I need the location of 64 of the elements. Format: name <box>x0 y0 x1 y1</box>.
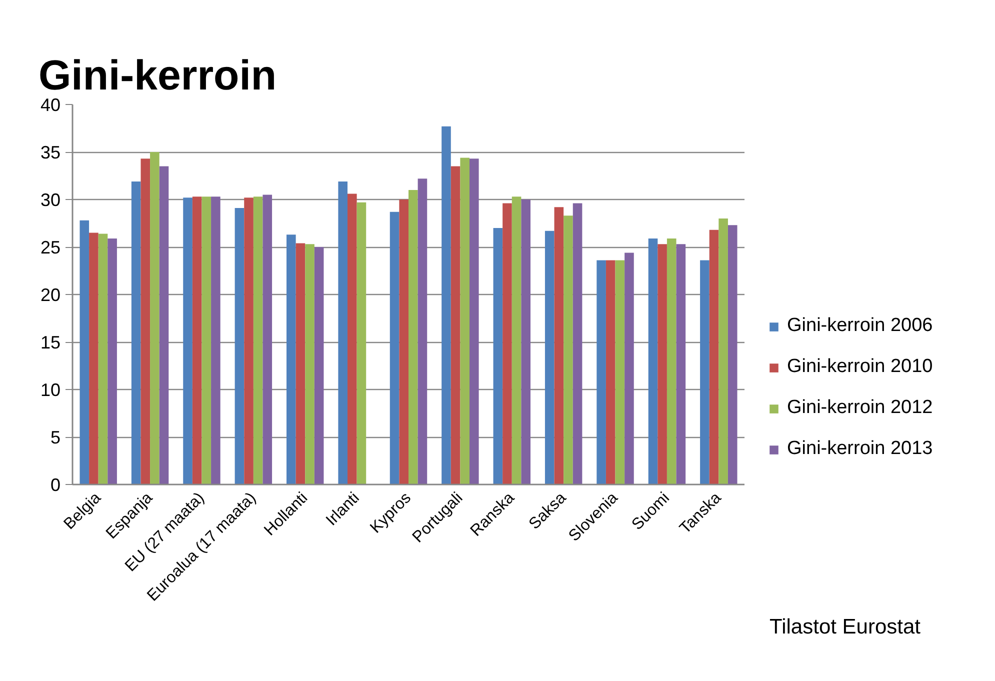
bar <box>502 203 512 484</box>
bar <box>244 198 254 484</box>
bar <box>596 260 606 484</box>
bar <box>131 181 141 484</box>
bar <box>408 190 418 484</box>
bar <box>709 230 719 484</box>
bar <box>348 194 357 484</box>
y-tick-label: 5 <box>50 428 61 448</box>
bar <box>418 178 428 484</box>
bar <box>624 252 634 484</box>
y-tick-label: 20 <box>40 285 61 305</box>
bar <box>648 238 658 484</box>
bar <box>554 207 564 484</box>
bar <box>572 203 582 484</box>
y-tick-label: 0 <box>50 475 61 495</box>
bar <box>493 228 503 484</box>
bar <box>80 220 90 484</box>
y-tick-label: 30 <box>40 190 61 210</box>
legend-label: Gini-kerroin 2012 <box>787 397 933 419</box>
bar <box>150 152 160 484</box>
bar <box>615 260 625 484</box>
bar <box>390 212 400 484</box>
bar <box>460 158 470 484</box>
bar <box>564 216 573 484</box>
bar <box>253 196 263 484</box>
y-tick-label: 10 <box>40 380 61 400</box>
bar <box>700 260 710 484</box>
bar <box>658 244 667 484</box>
bar <box>512 196 522 484</box>
bar <box>211 196 220 484</box>
bar <box>305 244 314 484</box>
bar <box>356 202 366 484</box>
bar <box>108 238 117 484</box>
bar <box>442 126 451 484</box>
bar <box>296 243 306 484</box>
bar <box>338 181 348 484</box>
bar <box>140 158 150 484</box>
bar <box>262 194 272 484</box>
text: Tilastot Eurostat <box>770 616 921 638</box>
bar <box>98 234 108 484</box>
bar <box>728 225 738 484</box>
y-tick-label: 25 <box>40 238 61 258</box>
bar <box>469 158 479 484</box>
bar <box>314 247 324 484</box>
bar <box>718 218 728 484</box>
legend-label: Gini-kerroin 2006 <box>787 315 933 337</box>
bar <box>544 230 554 484</box>
y-tick-label: 35 <box>40 142 61 162</box>
bar <box>666 238 676 484</box>
bar <box>676 244 686 484</box>
legend-label: Gini-kerroin 2010 <box>787 356 933 378</box>
legend-label: Gini-kerroin 2013 <box>787 438 933 460</box>
bar <box>521 200 530 484</box>
bar <box>450 166 460 484</box>
y-tick-label: 15 <box>40 332 61 352</box>
bar <box>192 196 202 484</box>
bar <box>202 196 212 484</box>
bar <box>183 198 192 484</box>
bar <box>606 260 616 484</box>
bar <box>159 166 169 484</box>
bar <box>234 208 244 484</box>
bar <box>399 200 408 484</box>
bar <box>89 232 98 484</box>
bar <box>286 234 296 484</box>
